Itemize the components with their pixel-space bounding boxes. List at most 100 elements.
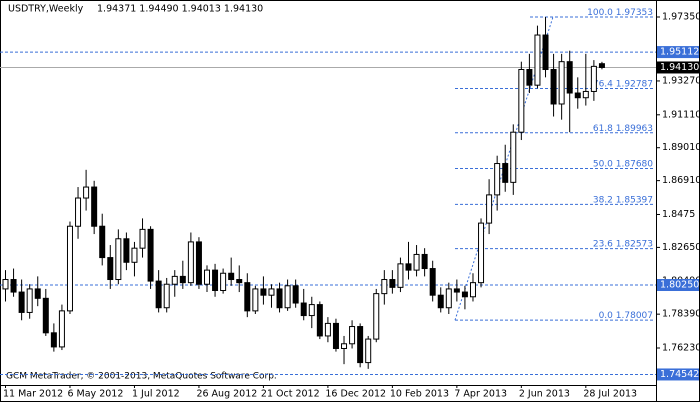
y-tick-label: 1.91110 [662,109,700,120]
candle-body [131,247,138,263]
fibo-label: 76.4 1.92787 [593,79,653,89]
candle-body [187,241,194,284]
candle-body [83,186,90,199]
fibo-label: 100.0 1.97353 [587,7,653,17]
x-tick-label: 28 Jul 2013 [583,389,637,400]
fibo-price: 1.92787 [616,79,653,89]
y-tick-label: 1.93270 [662,75,700,86]
candle-body [10,279,17,293]
candle-body [332,322,339,349]
candle-body [276,288,283,309]
candle-body [461,291,468,298]
fibo-price: 1.89963 [616,123,653,133]
candle-body [220,272,227,291]
candle-body [308,304,315,317]
y-tick-label: 1.86910 [662,175,700,186]
candle-body [574,92,581,99]
candle-body [228,272,235,281]
fibo-price: 1.85397 [616,195,653,205]
x-tick-label: 16 Dec 2012 [325,389,386,400]
candle-body [502,163,509,183]
candle-body [518,69,525,133]
candle-body [147,228,154,282]
candle-body [534,34,541,86]
candle-body [163,283,170,309]
candle-body [421,253,428,270]
candle-body [324,322,331,337]
y-tick-label: 1.76230 [662,343,700,354]
y-tick-label: 1.97350 [662,12,700,23]
candle-body [179,275,186,284]
candle-body [236,279,243,284]
candle-body [365,338,372,364]
candle-body [34,288,41,299]
candle-body [115,238,122,281]
x-tick-label: 2 Jun 2013 [519,389,570,400]
y-tick-label: 1.78390 [662,309,700,320]
chart-title: USDTRY,Weekly [8,4,84,15]
candle-body [268,288,275,296]
candle-body [526,69,533,86]
candle-body [260,288,267,296]
candle-body [582,90,589,99]
candle-body [75,197,82,227]
candle-body [494,163,501,196]
x-tick-label: 21 Oct 2012 [261,389,320,400]
fibo-label: 61.8 1.89963 [593,123,653,133]
fibo-level: 76.4 [593,79,613,89]
fibo-price: 1.82573 [616,239,653,249]
fibo-label: 50.0 1.87680 [593,159,653,169]
candle-body [453,288,460,293]
candle-body [510,131,517,183]
candle-body [478,222,485,284]
candle-body [469,282,476,298]
x-tick-label: 11 Mar 2012 [3,389,63,400]
copyright: GCM MetaTrader, © 2001-2013, MetaQuotes … [6,372,277,382]
candle-body [413,253,420,271]
price-box [657,61,699,74]
candle-body [389,279,396,288]
candle-body [349,326,356,345]
price-label: 1.95112 [660,47,699,58]
candle-body [58,310,65,348]
y-tick-label: 1.82650 [662,242,700,253]
candle-body [558,61,565,105]
ohlc-header: 1.94371 1.94490 1.94013 1.94130 [97,4,263,15]
candle-body [204,269,210,285]
fibo-price: 1.97353 [616,7,653,17]
candle-body [341,343,348,349]
y-tick-label: 1.89010 [662,142,700,153]
candle-body [566,61,573,94]
candle-body [155,280,162,309]
candle-body [437,294,444,309]
price-box [657,46,699,59]
candle-body [381,279,388,295]
candle-body [405,263,412,271]
fibo-price: 1.78007 [616,311,653,321]
fibo-level: 61.8 [593,123,613,133]
fibo-level: 50.0 [593,159,613,169]
x-tick-label: 6 May 2012 [67,389,123,400]
candle-body [284,285,291,309]
candle-body [550,69,557,105]
candle-body [598,63,605,68]
candle-body [107,257,114,281]
candle-body [244,282,251,312]
candle-body [2,279,9,290]
candle-body [91,186,98,227]
candle-body [26,288,33,313]
candle-body [486,194,493,224]
candle-body [445,288,452,309]
candle-body [66,225,73,312]
candle-body [373,293,380,340]
candle-body [212,269,219,291]
x-tick-label: 10 Feb 2013 [390,389,449,400]
price-label: 1.80250 [660,280,699,291]
fibo-level: 38.2 [593,195,613,205]
price-label: 1.94130 [660,62,699,73]
fibo-level: 23.6 [593,239,613,249]
candle-body [123,238,130,263]
candle-body [18,291,25,313]
candle-body [542,34,549,71]
